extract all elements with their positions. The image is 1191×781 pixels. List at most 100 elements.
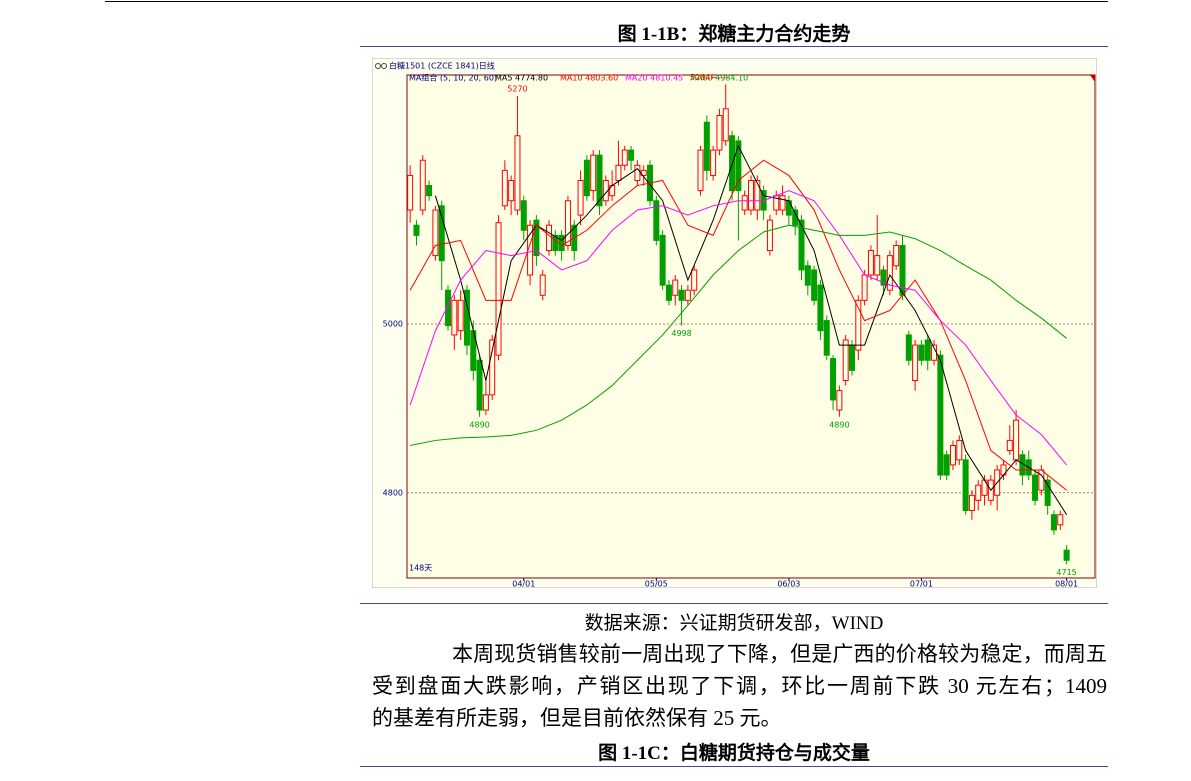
- candle-body: [937, 354, 944, 476]
- candle-body: [836, 390, 843, 411]
- candle-body: [495, 222, 502, 356]
- candle-body: [520, 200, 527, 231]
- legend-entry: MA5 4774.80: [495, 74, 548, 83]
- period-label: 148天: [409, 564, 432, 573]
- source-note: 数据来源：兴证期货研发部，WIND: [584, 613, 884, 634]
- candle-body: [703, 121, 710, 171]
- chart: 白糖1501 (CZCE 1841)日线 MA组合 (5, 10, 20, 60…: [372, 58, 1097, 588]
- candle-body: [546, 224, 553, 252]
- candle-body: [962, 459, 969, 511]
- candle-body: [968, 494, 975, 511]
- corner-mark: [1090, 75, 1095, 82]
- candle-body: [918, 344, 925, 361]
- candle-body: [741, 195, 748, 211]
- candle-body: [886, 255, 893, 291]
- candle-body: [893, 244, 900, 267]
- figure-caption: 图 1-1C：白糖期货持仓与成交量: [598, 743, 870, 764]
- candle-body: [1044, 479, 1051, 506]
- price-annotation: 5270: [507, 85, 527, 94]
- candle-body: [672, 279, 679, 296]
- candle-body: [943, 454, 950, 476]
- candle-body: [766, 219, 773, 252]
- ma-line: [409, 159, 1067, 491]
- candle-body: [1013, 419, 1020, 461]
- candle-body: [710, 149, 717, 176]
- candle-body: [905, 334, 912, 361]
- candle-body: [634, 164, 641, 181]
- y-tick-label: 5000: [383, 319, 403, 328]
- candle-body: [628, 149, 635, 161]
- candle-body: [564, 200, 571, 246]
- candle-body: [463, 289, 470, 346]
- candle-body: [754, 179, 761, 211]
- candle-body: [1057, 514, 1064, 526]
- candle-body: [842, 339, 849, 382]
- candle-body: [659, 234, 666, 286]
- chart-subtitle: MA组合 (5, 10, 20, 60): [409, 73, 497, 83]
- x-tick-label: 08/01: [1055, 580, 1078, 589]
- candle-body: [861, 274, 868, 301]
- caption-rule: [360, 766, 1108, 767]
- candle-body: [445, 289, 452, 327]
- candle-body: [912, 344, 919, 382]
- ma-line: [409, 190, 1067, 466]
- candle-body: [785, 200, 792, 216]
- candle-body: [735, 140, 742, 192]
- x-tick-label: 06/03: [777, 580, 800, 589]
- plot-area: [406, 74, 1096, 579]
- x-tick-label: 04/01: [512, 580, 535, 589]
- price-annotation: 4715: [1056, 568, 1076, 577]
- top-rule: [105, 1, 1108, 2]
- candle-body: [1063, 549, 1070, 561]
- candle-body: [558, 234, 565, 252]
- candle-body: [514, 135, 521, 211]
- candle-body: [621, 149, 628, 166]
- candle-body: [848, 344, 855, 371]
- candle-body: [811, 269, 818, 301]
- candle-body: [874, 255, 881, 276]
- candle-body: [867, 250, 874, 276]
- candle-body: [413, 224, 420, 236]
- candle-body: [855, 299, 862, 351]
- paragraph-line: 受到盘面大跌影响，产销区出现了下调，环比一周前下跌 30 元左右；1409: [372, 674, 1107, 698]
- candle-body: [880, 269, 887, 286]
- candle-body: [438, 205, 445, 262]
- candle-body: [817, 284, 824, 332]
- price-annotation: 5284←----: [690, 73, 729, 82]
- candle-body: [1032, 474, 1039, 501]
- candle-body: [716, 115, 723, 151]
- candle-body: [1050, 514, 1057, 531]
- candle-body: [956, 439, 963, 461]
- source-rule: [360, 603, 1108, 604]
- candle-body: [577, 179, 584, 216]
- candle-body: [451, 299, 458, 336]
- candle-body: [596, 154, 603, 207]
- candle-body: [823, 320, 830, 356]
- candle-body: [539, 274, 546, 296]
- candle-body: [779, 195, 786, 211]
- candle-body: [691, 269, 698, 291]
- candle-body: [501, 169, 508, 207]
- candle-body: [804, 265, 811, 286]
- candle-body: [748, 179, 754, 211]
- candle-body: [697, 149, 704, 192]
- candle-body: [476, 359, 483, 411]
- candle-body: [590, 154, 597, 192]
- candle-body: [482, 394, 489, 411]
- candle-body: [798, 219, 805, 271]
- candle-body: [1038, 469, 1045, 491]
- candle-body: [583, 159, 590, 197]
- legend-entry: MA10 4803.60: [560, 74, 618, 83]
- paragraph-line: 本周现货销售较前一周出现了下降，但是广西的价格较为稳定，而周五: [452, 642, 1107, 666]
- candle-body: [678, 289, 685, 301]
- candle-body: [1006, 439, 1013, 452]
- candle-body: [533, 219, 540, 257]
- icon: [381, 63, 387, 69]
- candle-body: [722, 108, 729, 142]
- candle-body: [407, 174, 414, 211]
- caption-rule: [360, 46, 1108, 47]
- candle-body: [426, 185, 433, 197]
- icon: [375, 63, 381, 69]
- candle-body: [489, 339, 496, 396]
